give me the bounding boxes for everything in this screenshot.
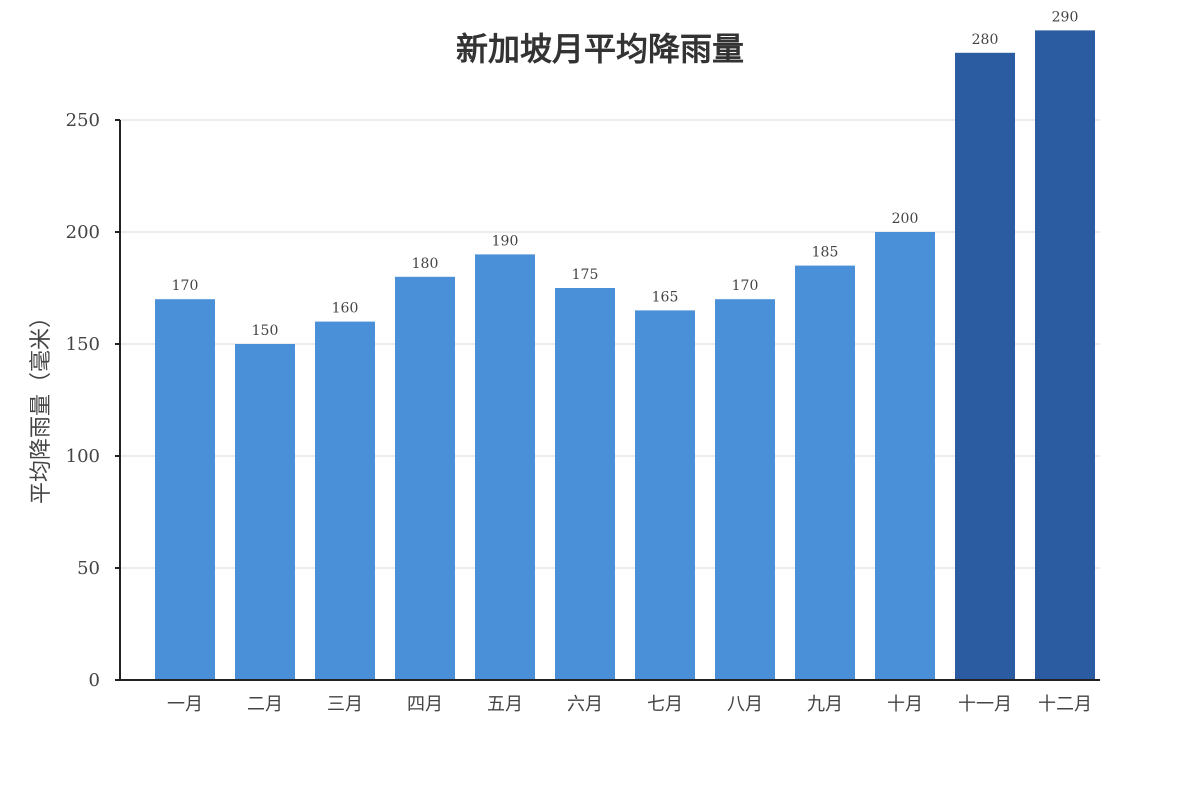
x-tick-label: 五月 [487,694,523,715]
bar [955,52,1015,681]
bar [235,344,295,680]
bar [395,276,455,680]
data-label: 185 [812,245,839,261]
x-tick-label: 七月 [647,694,683,715]
data-label: 170 [732,278,759,294]
x-tick-label: 十一月 [958,694,1012,715]
x-ticks: 一月 二月 三月 四月 五月 六月 七月 八月 九月 十月 十一月 十二月 [167,694,1092,715]
x-tick-label: 一月 [167,694,203,715]
axes [115,120,1100,681]
y-tick-label: 150 [66,334,100,355]
bars [155,30,1095,681]
data-label: 180 [412,256,439,272]
data-label: 190 [492,233,519,249]
data-label: 175 [572,267,599,283]
y-axis-label: 平均降雨量（毫米） [29,306,54,504]
x-tick-label: 十二月 [1038,694,1092,715]
y-ticks: 0 50 100 150 200 250 [66,110,120,691]
data-label: 200 [892,211,919,227]
data-label: 160 [332,301,359,317]
y-tick-label: 250 [66,110,100,131]
bar [795,265,855,680]
x-tick-label: 八月 [727,694,763,715]
x-tick-label: 二月 [247,694,283,715]
y-tick-label: 100 [66,446,100,467]
bar [315,321,375,680]
bar [155,299,215,680]
y-tick-label: 200 [66,222,100,243]
data-label: 280 [972,32,999,48]
x-tick-label: 四月 [407,694,443,715]
data-label: 290 [1052,9,1079,25]
value-labels: 170 150 160 180 190 175 165 170 185 200 280 290 [172,9,1079,339]
chart-title: 新加坡月平均降雨量 [456,30,744,68]
y-tick-label: 50 [77,558,100,579]
bar [555,288,615,680]
bar [715,299,775,680]
bar [635,310,695,680]
data-label: 165 [652,289,679,305]
bar [875,232,935,680]
x-tick-label: 九月 [807,694,843,715]
y-tick-label: 0 [89,670,100,691]
bar [1035,30,1095,680]
data-label: 170 [172,278,199,294]
x-tick-label: 六月 [567,694,603,715]
bar [475,254,535,680]
x-tick-label: 三月 [327,694,363,715]
data-label: 150 [252,323,279,339]
x-tick-label: 十月 [887,694,923,715]
